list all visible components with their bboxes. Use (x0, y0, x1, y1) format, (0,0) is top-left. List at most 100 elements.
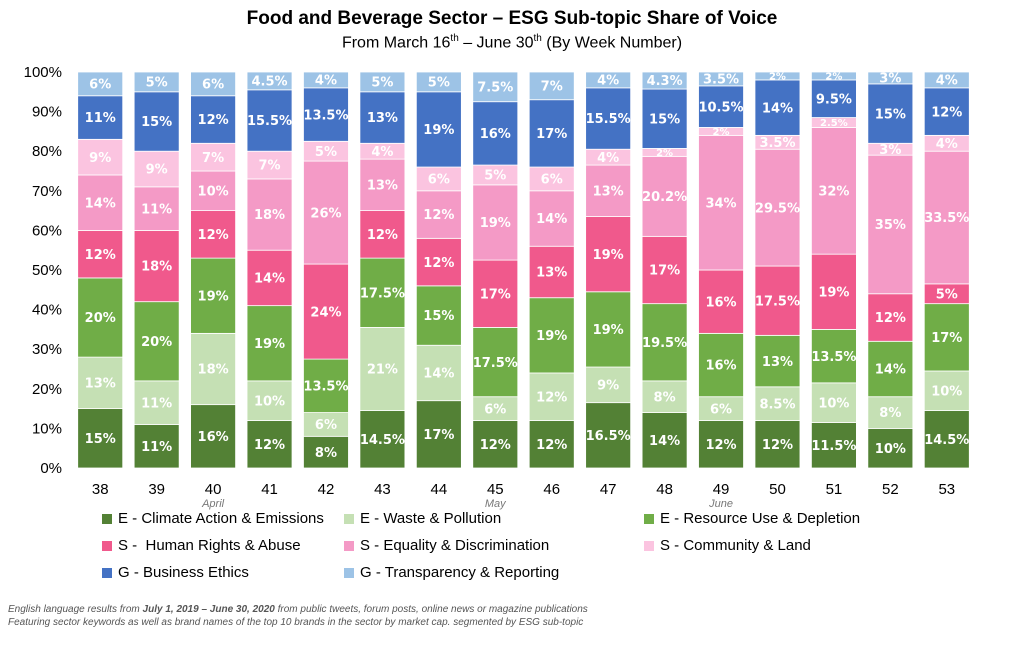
data-label: 17% (931, 331, 962, 346)
data-label: 13.5% (303, 108, 348, 123)
data-label: 16.5% (586, 429, 631, 444)
data-label: 12% (198, 113, 229, 128)
bar-segment (754, 71, 801, 81)
data-label: 15% (423, 309, 454, 324)
legend-swatch (344, 513, 354, 524)
data-label: 8% (315, 446, 337, 461)
legend-item: S - Community & Land (644, 537, 811, 554)
data-label: 18% (254, 208, 285, 223)
bar-segment (472, 420, 519, 469)
legend-swatch (102, 540, 112, 551)
data-label: 17% (649, 264, 680, 279)
x-tick-label: 47 (600, 481, 617, 498)
data-label: 11% (141, 202, 172, 217)
legend-row: S - Human Rights & Abuse S - Equality & D… (102, 537, 1002, 564)
month-annotation: May (485, 498, 507, 510)
data-label: 19% (254, 337, 285, 352)
data-label: 12% (875, 311, 906, 326)
bar-segment (359, 327, 406, 411)
legend-swatch (644, 513, 654, 524)
bar-segment (754, 79, 801, 136)
bar-segment (867, 83, 914, 144)
data-label: 15% (85, 432, 116, 447)
data-label: 24% (310, 305, 341, 320)
data-label: 6% (315, 418, 337, 433)
bar-segment (190, 257, 236, 334)
data-label: 16% (705, 295, 736, 310)
data-label: 13.5% (811, 350, 856, 365)
data-label: 13% (367, 179, 398, 194)
data-label: 14% (875, 363, 906, 378)
data-label: 4.5% (252, 75, 288, 90)
data-label: 19% (593, 323, 624, 338)
legend-swatch (644, 540, 654, 551)
legend-item: E - Climate Action & Emissions (102, 510, 324, 527)
bar-segment (246, 305, 293, 382)
data-label: 13% (593, 184, 624, 199)
data-label: 4% (597, 74, 619, 89)
y-tick-label: 80% (32, 143, 62, 160)
data-label: 4% (936, 74, 958, 89)
bar-segment (811, 382, 857, 423)
legend-label: E - Waste & Pollution (360, 510, 502, 527)
bar-segment (303, 71, 349, 89)
bar-segment (585, 366, 632, 404)
data-label: 19% (818, 285, 849, 300)
data-label: 5% (146, 76, 168, 91)
data-label: 10% (931, 384, 962, 399)
bar-segment (641, 235, 688, 305)
data-label: 2% (825, 72, 842, 83)
data-label: 16% (705, 359, 736, 374)
data-label: 14% (649, 434, 680, 449)
data-label: 17.5% (473, 356, 518, 371)
bar-segment (133, 186, 180, 231)
data-label: 33.5% (924, 211, 969, 226)
bar-segment (585, 216, 632, 293)
bar-segment (472, 71, 519, 103)
bar-segment (923, 150, 970, 285)
legend-label: E - Climate Action & Emissions (118, 510, 324, 527)
bar-segment (528, 372, 575, 421)
data-label: 19.5% (642, 336, 687, 351)
bar-segment (585, 71, 632, 89)
data-label: 10% (875, 442, 906, 457)
data-label: 21% (367, 363, 398, 378)
data-label: 12% (762, 438, 793, 453)
data-label: 19% (423, 123, 454, 138)
y-tick-label: 100% (24, 64, 62, 81)
bar-segment (415, 285, 462, 346)
x-tick-label: 44 (431, 481, 448, 498)
data-label: 8.5% (759, 397, 795, 412)
data-label: 11% (85, 111, 116, 126)
x-tick-label: 40 (205, 481, 222, 498)
bar-segment (754, 420, 801, 469)
data-label: 11.5% (811, 439, 856, 454)
legend-swatch (102, 567, 112, 578)
x-tick-label: 53 (938, 481, 955, 498)
footnote-line-1: English language results from July 1, 20… (8, 604, 588, 615)
legend-label: G - Transparency & Reporting (360, 564, 560, 581)
data-label: 20% (85, 311, 116, 326)
bar-segment (754, 386, 801, 421)
data-label: 7.5% (477, 81, 513, 96)
data-label: 9% (146, 163, 168, 178)
legend-label: S - Human Rights & Abuse (118, 537, 301, 554)
data-label: 17% (480, 287, 511, 302)
data-label: 7% (202, 151, 224, 166)
data-label: 6% (710, 402, 732, 417)
bar-segment (698, 71, 744, 87)
data-label: 5% (315, 145, 337, 160)
footnote-line-2: Featuring sector keywords as well as bra… (8, 617, 584, 628)
bar-segment (303, 263, 349, 360)
bar-segment (77, 277, 124, 358)
data-label: 12% (254, 438, 285, 453)
data-label: 15.5% (586, 112, 631, 127)
data-label: 14% (423, 367, 454, 382)
bar-segment (585, 164, 632, 217)
bar-segment (923, 370, 970, 411)
bar-segment (641, 303, 688, 382)
bar-segment (303, 160, 349, 265)
x-tick-label: 50 (769, 481, 786, 498)
bar-segment (641, 412, 688, 469)
y-tick-label: 30% (32, 341, 62, 358)
